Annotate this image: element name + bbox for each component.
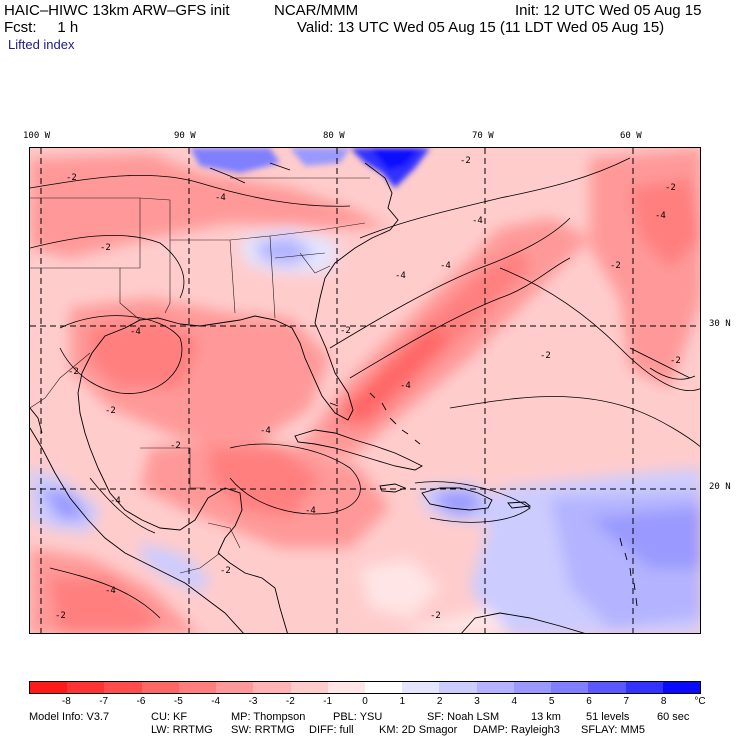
eddy-coefficient: KM: 2D Smagor — [379, 724, 458, 736]
shortwave-scheme: SW: RRTMG — [231, 724, 295, 736]
lon-label-90w: 90 W — [174, 131, 196, 141]
colorbar-tick-label: -3 — [248, 696, 258, 707]
valid-time: Valid: 13 UTC Wed 05 Aug 15 (11 LDT Wed … — [297, 19, 665, 36]
surface-layer: SFLAY: MM5 — [581, 724, 645, 736]
contour-label: -2 — [460, 156, 471, 166]
contour-label: -4 — [130, 327, 141, 337]
colorbar-tick-label: 8 — [660, 696, 667, 707]
contour-label: -4 — [472, 216, 483, 226]
contour-label: -2 — [670, 356, 681, 366]
lon-label-70w: 70 W — [472, 131, 494, 141]
field-name: Lifted index — [8, 37, 75, 52]
colorbar-tick-label: 6 — [586, 696, 592, 707]
colorbar-segment — [364, 682, 403, 693]
vertical-levels: 51 levels — [586, 711, 630, 723]
colorbar-tick-label: 0 — [362, 696, 368, 707]
contour-label: -2 — [610, 261, 621, 271]
latlon-grid — [30, 148, 700, 633]
colorbar-segment — [104, 682, 142, 693]
microphysics-scheme: MP: Thompson — [231, 711, 306, 723]
map-canvas: -2 -4 -2 -4 -2 -4 -2 -2 -4 -4 -2 -4 -2 -… — [30, 148, 700, 633]
cumulus-scheme: CU: KF — [151, 711, 188, 723]
colorbar-segment — [253, 682, 291, 693]
colorbar-segment — [625, 682, 663, 693]
grid-resolution: 13 km — [531, 711, 561, 723]
longwave-scheme: LW: RRTMG — [151, 724, 213, 736]
political-borders — [30, 177, 370, 574]
contours — [30, 157, 700, 619]
field-shading — [30, 148, 700, 633]
damping-option: DAMP: Rayleigh3 — [473, 724, 560, 736]
center-label: NCAR/MMM — [274, 2, 359, 19]
forecast-hour: Fcst: 1 h — [4, 19, 79, 36]
colorbar-segment — [439, 682, 477, 693]
contour-label: -4 — [105, 586, 116, 596]
contour-labels: -2 -4 -2 -4 -2 -4 -2 -2 -4 -4 -2 -4 -2 -… — [55, 156, 681, 621]
colorbar-segment — [290, 682, 328, 693]
colorbar-segment — [67, 682, 105, 693]
colorbar-segment — [476, 682, 514, 693]
colorbar-segment — [513, 682, 552, 693]
lon-label-100w: 100 W — [23, 131, 51, 141]
colorbar-unit: °C — [694, 696, 706, 707]
time-step: 60 sec — [657, 711, 690, 723]
colorbar-tick-label: -1 — [323, 696, 333, 707]
colorbar-tick-label: 5 — [548, 696, 555, 707]
contour-label: -4 — [440, 261, 451, 271]
colorbar-tick-label: 2 — [436, 696, 443, 707]
init-time: Init: 12 UTC Wed 05 Aug 15 — [515, 2, 702, 19]
contour-label: -4 — [110, 496, 121, 506]
contour-label: -2 — [55, 611, 66, 621]
contour-label: -2 — [220, 566, 231, 576]
model-title: HAIC–HIWC 13km ARW–GFS init — [4, 2, 230, 19]
colorbar-tick-label: 3 — [474, 696, 480, 707]
contour-label: -2 — [66, 173, 77, 183]
colorbar-tick-label: 7 — [623, 696, 630, 707]
contour-label: -2 — [665, 183, 676, 193]
colorbar-segment — [327, 682, 365, 693]
colorbar-segment — [402, 682, 440, 693]
colorbar-segment — [551, 682, 589, 693]
contour-label: -4 — [305, 506, 316, 516]
colorbar-segment — [662, 682, 700, 693]
contour-label: -2 — [340, 326, 351, 336]
colorbar-segment — [141, 682, 179, 693]
surface-scheme: SF: Noah LSM — [427, 711, 500, 723]
colorbar-tick-label: -5 — [173, 696, 183, 707]
lat-label-20n: 20 N — [709, 482, 731, 492]
colorbar-segment — [178, 682, 217, 693]
contour-label: -2 — [430, 611, 441, 621]
colorbar-tick-label: 4 — [511, 696, 518, 707]
colorbar-segment — [588, 682, 626, 693]
diffusion-option: DIFF: full — [309, 724, 354, 736]
colorbar — [29, 681, 701, 694]
contour-label: -4 — [260, 426, 271, 436]
colorbar-segment — [216, 682, 254, 693]
pbl-scheme: PBL: YSU — [333, 711, 383, 723]
colorbar-tick-label: 1 — [399, 696, 406, 707]
contour-label: -2 — [68, 367, 79, 377]
colorbar-tick-label: -8 — [61, 696, 71, 707]
lifted-index-map: -2 -4 -2 -4 -2 -4 -2 -2 -4 -4 -2 -4 -2 -… — [29, 147, 701, 634]
contour-label: -2 — [170, 441, 181, 451]
coastlines — [30, 162, 638, 633]
contour-label: -2 — [105, 406, 116, 416]
model-info: Model Info: V3.7 — [29, 711, 110, 723]
contour-label: -4 — [215, 193, 226, 203]
colorbar-segment — [30, 682, 68, 693]
lat-label-30n: 30 N — [709, 319, 731, 329]
strong-negative-stability-patch — [190, 148, 430, 188]
contour-label: -4 — [655, 211, 666, 221]
contour-label: -2 — [540, 351, 551, 361]
lon-label-60w: 60 W — [620, 131, 642, 141]
colorbar-tick-label: -7 — [99, 696, 109, 707]
contour-label: -4 — [400, 381, 411, 391]
colorbar-tick-label: -2 — [285, 696, 295, 707]
contour-label: -2 — [100, 243, 111, 253]
colorbar-tick-label: -4 — [211, 696, 221, 707]
colorbar-tick-label: -6 — [136, 696, 146, 707]
lon-label-80w: 80 W — [323, 131, 345, 141]
contour-label: -4 — [395, 271, 406, 281]
